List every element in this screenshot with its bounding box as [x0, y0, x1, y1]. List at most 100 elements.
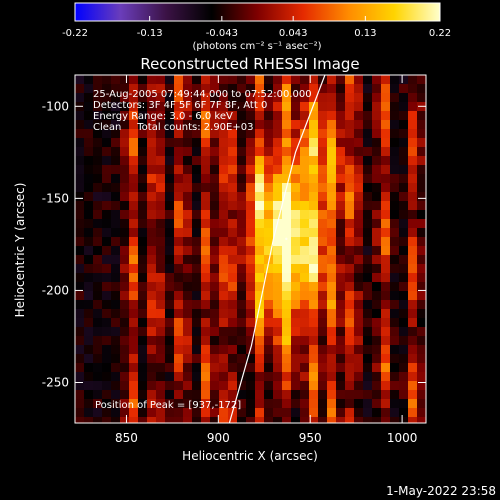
heatmap-cell: [300, 174, 310, 184]
heatmap-cell: [219, 102, 229, 112]
heatmap-cell: [93, 327, 103, 337]
heatmap-cell: [399, 408, 409, 418]
heatmap-cell: [210, 273, 220, 283]
heatmap-cell: [399, 219, 409, 229]
heatmap-cell: [174, 228, 184, 238]
heatmap-cell: [174, 201, 184, 211]
heatmap-cell: [228, 156, 238, 166]
heatmap-cell: [282, 354, 292, 364]
heatmap-cell: [255, 219, 265, 229]
heatmap-cell: [372, 273, 382, 283]
heatmap-cell: [129, 309, 139, 319]
heatmap-cell: [345, 336, 355, 346]
heatmap-cell: [363, 255, 373, 265]
heatmap-cell: [282, 111, 292, 121]
heatmap-cell: [246, 165, 256, 175]
heatmap-cell: [156, 201, 166, 211]
heatmap-cell: [111, 309, 121, 319]
heatmap-cell: [84, 291, 94, 301]
heatmap-cell: [210, 228, 220, 238]
heatmap-cell: [408, 138, 418, 148]
heatmap-cell: [93, 372, 103, 382]
heatmap-cell: [408, 363, 418, 373]
heatmap-cell: [264, 390, 274, 400]
heatmap-cell: [192, 372, 202, 382]
heatmap-cell: [282, 138, 292, 148]
heatmap-cell: [327, 237, 337, 247]
heatmap-cell: [84, 138, 94, 148]
heatmap-cell: [84, 255, 94, 265]
heatmap-cell: [174, 282, 184, 292]
heatmap-cell: [111, 93, 121, 103]
heatmap-cell: [300, 354, 310, 364]
heatmap-cell: [264, 147, 274, 157]
heatmap-cell: [165, 318, 175, 328]
heatmap-cell: [129, 237, 139, 247]
heatmap-cell: [372, 246, 382, 256]
heatmap-cell: [102, 120, 112, 130]
heatmap-cell: [255, 345, 265, 355]
heatmap-cell: [417, 219, 426, 229]
heatmap-cell: [111, 264, 121, 274]
heatmap-cell: [417, 93, 426, 103]
heatmap-cell: [138, 264, 148, 274]
heatmap-cell: [264, 165, 274, 175]
heatmap-cell: [408, 300, 418, 310]
heatmap-cell: [147, 345, 157, 355]
heatmap-cell: [192, 417, 202, 423]
heatmap-cell: [84, 363, 94, 373]
heatmap-cell: [210, 156, 220, 166]
y-tick-label: -250: [42, 375, 69, 389]
heatmap-cell: [120, 273, 130, 283]
heatmap-cell: [147, 93, 157, 103]
heatmap-cell: [147, 264, 157, 274]
heatmap-cell: [408, 120, 418, 130]
heatmap-cell: [129, 264, 139, 274]
heatmap-cell: [336, 264, 346, 274]
heatmap-cell: [111, 210, 121, 220]
heatmap-cell: [309, 264, 319, 274]
heatmap-cell: [381, 84, 391, 94]
heatmap-cell: [309, 237, 319, 247]
heatmap-cell: [219, 246, 229, 256]
heatmap-cell: [255, 174, 265, 184]
heatmap-cell: [84, 165, 94, 175]
heatmap-cell: [237, 399, 247, 409]
heatmap-cell: [354, 264, 364, 274]
heatmap-cell: [228, 273, 238, 283]
heatmap-cell: [111, 183, 121, 193]
heatmap-cell: [372, 174, 382, 184]
colorbar-tick-label: -0.22: [62, 28, 88, 39]
heatmap-cell: [93, 93, 103, 103]
heatmap-cell: [228, 417, 238, 423]
heatmap-cell: [318, 129, 328, 139]
heatmap-cell: [237, 147, 247, 157]
heatmap-cell: [255, 84, 265, 94]
heatmap-cell: [75, 246, 85, 256]
annotation-clean: Clean Total counts: 2.90E+03: [93, 122, 253, 133]
heatmap-cell: [165, 381, 175, 391]
heatmap-cell: [75, 372, 85, 382]
heatmap-cell: [174, 210, 184, 220]
heatmap-cell: [255, 75, 265, 85]
heatmap-cell: [183, 300, 193, 310]
heatmap-cell: [129, 363, 139, 373]
heatmap-cell: [228, 390, 238, 400]
heatmap-cell: [84, 192, 94, 202]
heatmap-cell: [399, 399, 409, 409]
heatmap-cell: [273, 282, 283, 292]
heatmap-cell: [246, 93, 256, 103]
heatmap-cell: [318, 282, 328, 292]
heatmap-cell: [174, 336, 184, 346]
heatmap-cell: [372, 165, 382, 175]
heatmap-cell: [300, 255, 310, 265]
heatmap-cell: [102, 111, 112, 121]
heatmap-cell: [111, 282, 121, 292]
heatmap-cell: [309, 273, 319, 283]
heatmap-cell: [138, 228, 148, 238]
heatmap-cell: [237, 336, 247, 346]
heatmap-cell: [399, 183, 409, 193]
heatmap-cell: [219, 75, 229, 85]
heatmap-cell: [399, 246, 409, 256]
heatmap-cell: [309, 138, 319, 148]
